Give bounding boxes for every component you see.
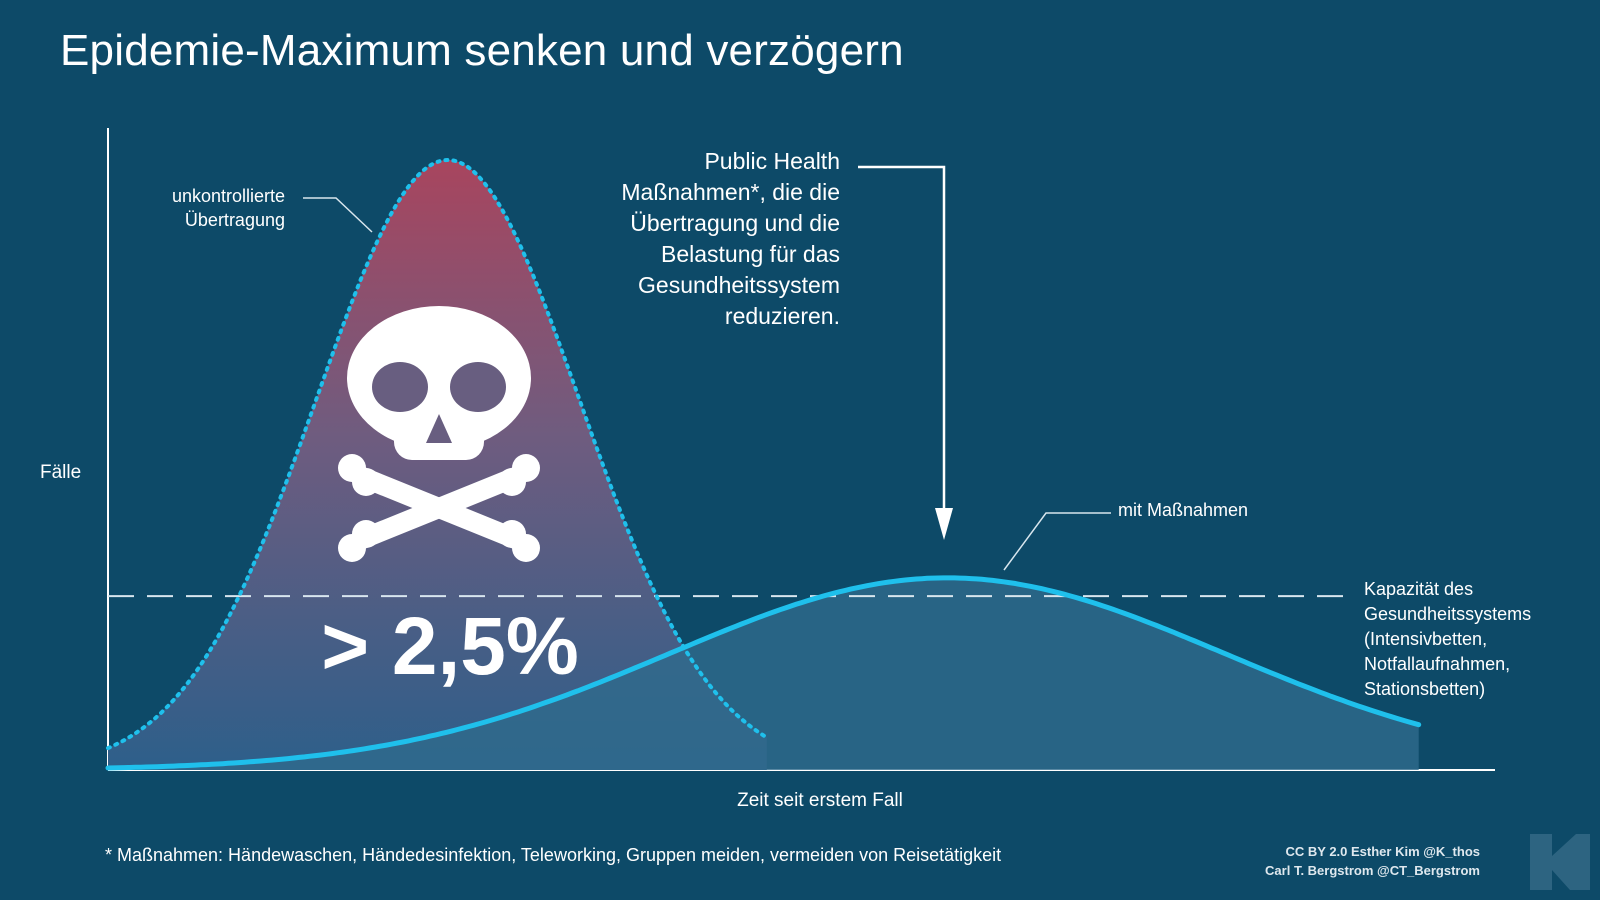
with-measures-leader [1003, 512, 1111, 571]
uncontrolled-area [108, 160, 767, 770]
capacity-annotation: Kapazität des Gesundheitssystems (Intens… [1364, 579, 1532, 699]
y-axis-label: Fälle [40, 462, 82, 483]
measures-annotation: Public Health Maßnahmen*, die die Übertr… [621, 148, 840, 329]
measures-area [108, 577, 1419, 770]
credit-text: CC BY 2.0 Esther Kim @K_thos Carl T. Ber… [1265, 844, 1480, 878]
k-logo-icon [1530, 834, 1590, 890]
uncontrolled-annotation: unkontrollierte Übertragung [171, 186, 285, 230]
x-axis-label: Zeit seit erstem Fall [737, 790, 903, 811]
measures-curve [105, 575, 1422, 771]
footnote: * Maßnahmen: Händewaschen, Händedesinfek… [105, 845, 1002, 865]
uncontrolled-leader [303, 197, 373, 233]
with-measures-annotation: mit Maßnahmen [1118, 500, 1249, 520]
measures-arrow-line [858, 165, 946, 512]
measures-arrow-head [935, 508, 953, 540]
skull-crossbones-icon [338, 306, 540, 562]
uncontrolled-curve [106, 157, 769, 751]
chart-title: Epidemie-Maximum senken und verzögern [60, 26, 904, 75]
mortality-label: > 2,5% [321, 601, 579, 692]
